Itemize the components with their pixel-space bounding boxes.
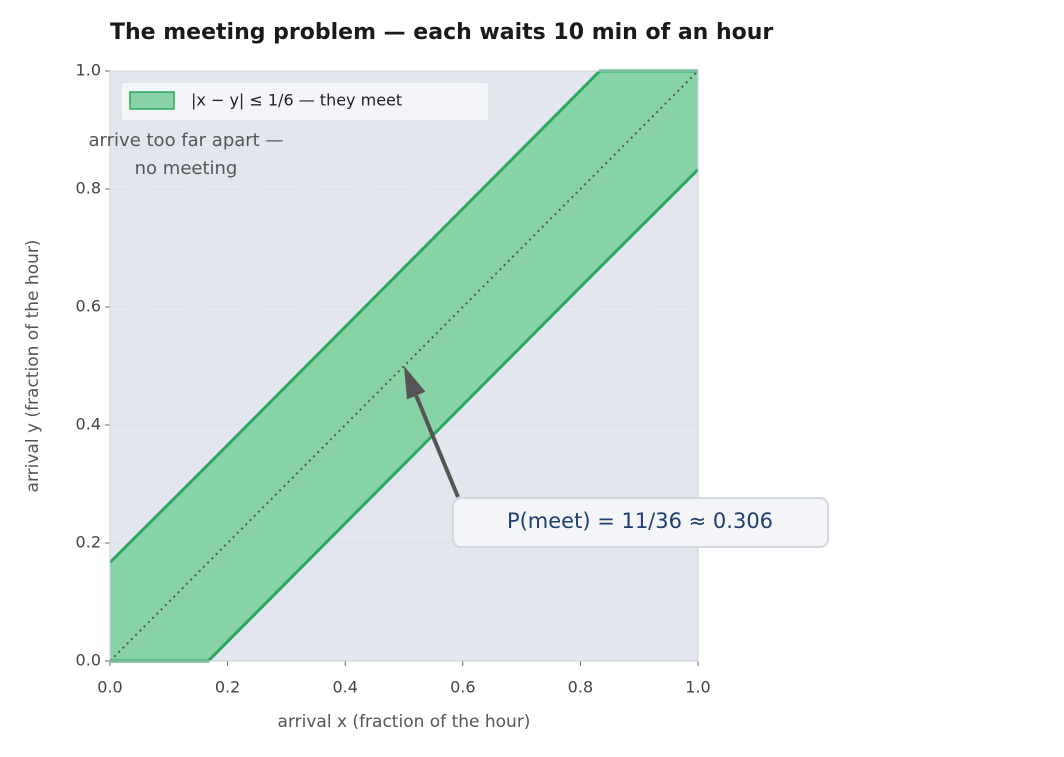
x-tick-label: 0.0	[97, 678, 122, 697]
annotation-arrow	[414, 394, 460, 498]
annotation-arrowhead	[404, 366, 426, 400]
x-tick-label: 0.8	[568, 678, 593, 697]
y-tick-label: 0.4	[76, 415, 101, 434]
y-tick-label: 0.6	[76, 297, 101, 316]
x-tick-label: 0.4	[332, 678, 357, 697]
legend-swatch	[129, 91, 175, 110]
x-tick-label: 0.6	[450, 678, 475, 697]
y-tick-label: 0.2	[76, 533, 101, 552]
y-axis-label: arrival y (fraction of the hour)	[23, 240, 43, 493]
y-tick-label: 0.8	[76, 179, 101, 198]
legend-label: |x − y| ≤ 1/6 — they meet	[191, 91, 402, 110]
annotation-text: P(meet) = 11/36 ≈ 0.306	[507, 509, 773, 533]
x-axis-label: arrival x (fraction of the hour)	[278, 712, 531, 732]
reference-line	[109, 70, 699, 662]
note-text: arrive too far apart —	[89, 130, 284, 151]
note-text: no meeting	[135, 158, 238, 179]
annotation-box	[452, 497, 829, 548]
x-tick-label: 1.0	[685, 678, 710, 697]
y-tick-label: 1.0	[76, 61, 101, 80]
y-tick-label: 0.0	[76, 651, 101, 670]
x-tick-label: 0.2	[215, 678, 240, 697]
chart-title: The meeting problem — each waits 10 min …	[110, 20, 773, 45]
legend-box	[120, 81, 490, 122]
plot-frame	[109, 70, 699, 662]
